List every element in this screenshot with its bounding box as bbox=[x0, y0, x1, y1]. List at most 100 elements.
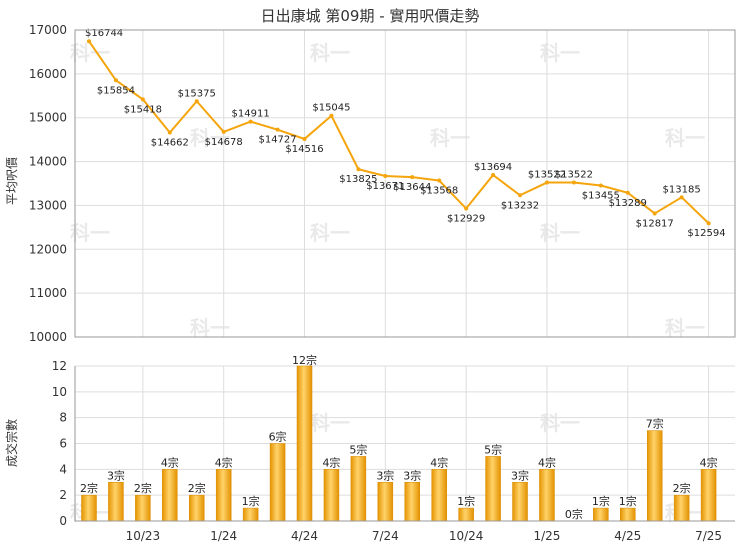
count-bar-label: 2宗 bbox=[134, 481, 152, 495]
price-data-label: $13522 bbox=[555, 170, 593, 181]
count-bar-label: 1宗 bbox=[619, 494, 637, 508]
count-bar-label: 3宗 bbox=[403, 468, 421, 482]
price-point bbox=[598, 183, 603, 188]
count-bar bbox=[539, 469, 555, 522]
watermark-text: 科一 bbox=[665, 126, 705, 150]
price-data-label: $12817 bbox=[636, 218, 674, 229]
price-point bbox=[87, 39, 91, 44]
grid-layer bbox=[75, 29, 735, 522]
count-bar-label: 4宗 bbox=[700, 455, 718, 469]
price-data-label: $13232 bbox=[501, 200, 539, 211]
price-point bbox=[302, 136, 307, 141]
x-tick-label: 4/25 bbox=[614, 529, 641, 543]
x-tick-label: 10/24 bbox=[449, 529, 484, 543]
price-data-label: $13671 bbox=[366, 181, 404, 192]
price-tick-label: 17000 bbox=[29, 23, 67, 37]
price-point bbox=[221, 129, 226, 134]
count-bar bbox=[269, 443, 286, 522]
price-point bbox=[167, 130, 172, 135]
watermark-text: 科一 bbox=[540, 221, 580, 245]
count-tick-label: 8 bbox=[59, 411, 67, 425]
x-tick-label: 4/24 bbox=[291, 529, 318, 543]
count-bar-label: 3宗 bbox=[511, 468, 529, 482]
count-bar bbox=[673, 494, 690, 522]
count-bar bbox=[431, 469, 447, 522]
count-bar-label: 4宗 bbox=[215, 455, 233, 469]
count-bar-label: 5宗 bbox=[349, 442, 367, 456]
watermark-text: 科一 bbox=[665, 316, 705, 340]
count-bar-label: 4宗 bbox=[322, 455, 340, 469]
price-data-label: $14727 bbox=[258, 135, 296, 146]
count-bar bbox=[323, 469, 340, 522]
count-bar bbox=[646, 430, 663, 522]
price-point bbox=[518, 193, 523, 198]
price-point bbox=[248, 119, 253, 124]
count-bar-label: 2宗 bbox=[673, 481, 691, 495]
price-point bbox=[140, 97, 145, 102]
count-bar bbox=[620, 507, 636, 522]
price-point bbox=[275, 127, 280, 132]
price-data-label: $13289 bbox=[609, 198, 647, 209]
price-tick-label: 14000 bbox=[29, 155, 67, 169]
frame-layer bbox=[74, 29, 736, 522]
labels-layer: 10000 11000 12000 13000 14000 15000 16000 17000… bbox=[29, 23, 726, 543]
watermark-text: 科一 bbox=[310, 411, 350, 435]
count-bar-label: 0宗 bbox=[565, 507, 583, 521]
count-bar bbox=[350, 456, 367, 522]
price-tick-label: 13000 bbox=[29, 198, 67, 212]
x-tick-label: 1/25 bbox=[533, 529, 560, 543]
bars-layer bbox=[81, 365, 717, 522]
watermark-layer: 科一科一科一科一科一科一科一科一科一科一科一科一科一科一科一 bbox=[70, 41, 705, 525]
count-bar bbox=[135, 494, 151, 522]
watermark-text: 科一 bbox=[540, 411, 580, 435]
count-bar-label: 12宗 bbox=[292, 353, 317, 367]
price-data-label: $13825 bbox=[339, 174, 377, 185]
x-tick-label: 7/24 bbox=[372, 529, 399, 543]
price-point bbox=[625, 190, 630, 195]
price-point bbox=[464, 206, 469, 211]
price-point bbox=[356, 167, 361, 172]
count-bar bbox=[593, 507, 609, 522]
price-data-label: $14678 bbox=[205, 137, 243, 148]
price-data-label: $15045 bbox=[312, 103, 350, 114]
price-tick-label: 15000 bbox=[29, 111, 67, 125]
count-bar bbox=[700, 469, 717, 522]
price-data-label: $16744 bbox=[85, 28, 123, 39]
price-data-label: $14911 bbox=[232, 109, 270, 120]
count-tick-label: 2 bbox=[59, 488, 67, 502]
x-tick-label: 10/23 bbox=[126, 529, 161, 543]
count-bar-label: 4宗 bbox=[538, 455, 556, 469]
count-bar bbox=[458, 507, 474, 522]
count-bar-label: 1宗 bbox=[457, 494, 475, 508]
price-data-label: $15854 bbox=[97, 85, 135, 96]
price-data-label: $14516 bbox=[285, 144, 323, 155]
count-bar bbox=[296, 365, 313, 522]
watermark-text: 科一 bbox=[310, 221, 350, 245]
count-tick-label: 12 bbox=[52, 359, 67, 373]
price-data-label: $15375 bbox=[178, 88, 216, 99]
price-data-label: $12594 bbox=[687, 228, 725, 239]
count-bar bbox=[162, 469, 178, 522]
y-axis-label-price: 平均呎價 bbox=[5, 157, 19, 205]
count-bar bbox=[215, 469, 232, 522]
price-point bbox=[437, 178, 442, 183]
count-bar-label: 1宗 bbox=[592, 494, 610, 508]
price-tick-label: 12000 bbox=[29, 242, 67, 256]
count-bar bbox=[512, 482, 528, 522]
price-point bbox=[113, 78, 118, 83]
price-point bbox=[329, 113, 334, 118]
price-data-label: $15418 bbox=[124, 104, 162, 115]
price-point bbox=[652, 211, 657, 216]
price-data-label: $13568 bbox=[420, 186, 458, 197]
count-bar bbox=[485, 456, 501, 522]
count-bar-label: 6宗 bbox=[269, 430, 287, 444]
price-point bbox=[571, 180, 576, 185]
x-tick-label: 1/24 bbox=[210, 529, 237, 543]
count-tick-label: 4 bbox=[59, 462, 67, 476]
price-data-label: $13694 bbox=[474, 162, 512, 173]
price-data-label: $13455 bbox=[582, 190, 620, 201]
price-tick-label: 11000 bbox=[29, 286, 67, 300]
count-bar bbox=[108, 482, 124, 522]
